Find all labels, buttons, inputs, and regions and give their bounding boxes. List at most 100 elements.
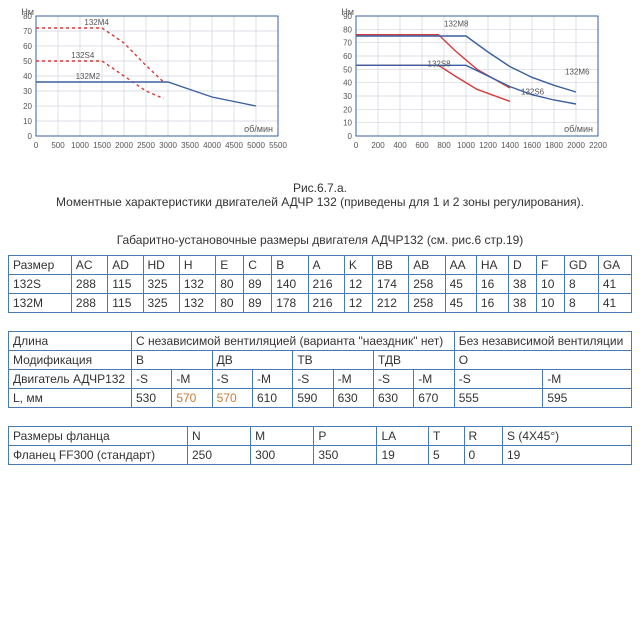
- cell: -M: [543, 370, 632, 389]
- svg-text:10: 10: [343, 119, 352, 128]
- col-header: N: [188, 427, 251, 446]
- torque-chart-right: 0102030405060708090020040060080010001200…: [328, 8, 608, 161]
- cell: О: [454, 351, 631, 370]
- svg-text:3000: 3000: [159, 141, 177, 150]
- cell: 140: [272, 275, 308, 294]
- svg-text:0: 0: [354, 141, 359, 150]
- svg-text:132S6: 132S6: [521, 87, 545, 96]
- cell: Двигатель АДЧР132: [9, 370, 132, 389]
- col-header: B: [272, 256, 308, 275]
- svg-text:40: 40: [343, 79, 352, 88]
- cell: 16: [476, 275, 508, 294]
- svg-text:30: 30: [23, 87, 32, 96]
- svg-text:80: 80: [343, 25, 352, 34]
- svg-text:70: 70: [343, 39, 352, 48]
- col-header: E: [216, 256, 244, 275]
- cell: 590: [293, 389, 333, 408]
- col-header: R: [464, 427, 502, 446]
- svg-text:1500: 1500: [93, 141, 111, 150]
- cell: 45: [445, 294, 476, 313]
- cell: Фланец FF300 (стандарт): [9, 446, 188, 465]
- cell: 41: [598, 294, 631, 313]
- cell: 132: [179, 294, 215, 313]
- cell: Длина: [9, 332, 132, 351]
- col-header: HA: [476, 256, 508, 275]
- cell: 12: [344, 275, 372, 294]
- svg-text:2000: 2000: [115, 141, 133, 150]
- svg-text:1400: 1400: [501, 141, 519, 150]
- svg-text:0: 0: [34, 141, 39, 150]
- cell: 325: [143, 294, 179, 313]
- col-header: AC: [71, 256, 107, 275]
- col-header: F: [537, 256, 565, 275]
- cell: -S: [293, 370, 333, 389]
- col-header: HD: [143, 256, 179, 275]
- svg-text:500: 500: [51, 141, 65, 150]
- cell: 5: [428, 446, 464, 465]
- svg-text:50: 50: [343, 65, 352, 74]
- cell: 174: [372, 275, 408, 294]
- svg-text:132М8: 132М8: [444, 19, 469, 28]
- col-header: AA: [445, 256, 476, 275]
- svg-text:1200: 1200: [479, 141, 497, 150]
- col-header: Размер: [9, 256, 72, 275]
- col-header: C: [244, 256, 272, 275]
- svg-text:70: 70: [23, 27, 32, 36]
- cell: 132S: [9, 275, 72, 294]
- cell: 216: [308, 275, 344, 294]
- cell: 38: [509, 275, 537, 294]
- cell: 530: [132, 389, 172, 408]
- cell: 300: [251, 446, 314, 465]
- svg-text:132М2: 132М2: [76, 72, 101, 81]
- cell: 570: [212, 389, 252, 408]
- cell: L, мм: [9, 389, 132, 408]
- cell: 132M: [9, 294, 72, 313]
- svg-text:132S4: 132S4: [71, 51, 95, 60]
- col-header: S (4X45°): [503, 427, 632, 446]
- flange-table: Размеры фланцаNMPLATRS (4X45°)Фланец FF3…: [8, 426, 632, 465]
- cell: Без независимой вентиляции: [454, 332, 631, 351]
- cell: ТДВ: [373, 351, 454, 370]
- cell: С независимой вентиляцией (варианта "нае…: [132, 332, 455, 351]
- col-header: H: [179, 256, 215, 275]
- cell: -S: [132, 370, 172, 389]
- cell: 630: [333, 389, 373, 408]
- svg-text:4500: 4500: [225, 141, 243, 150]
- svg-text:Нм: Нм: [341, 8, 354, 17]
- cell: -S: [454, 370, 543, 389]
- cell: -M: [172, 370, 212, 389]
- cell: ТВ: [293, 351, 374, 370]
- svg-text:об/мин: об/мин: [564, 124, 593, 134]
- cell: 10: [537, 275, 565, 294]
- svg-text:60: 60: [23, 42, 32, 51]
- col-header: M: [251, 427, 314, 446]
- cell: 80: [216, 275, 244, 294]
- svg-text:132М6: 132М6: [565, 67, 590, 76]
- svg-text:4000: 4000: [203, 141, 221, 150]
- cell: 10: [537, 294, 565, 313]
- dimensions-table: РазмерACADHDHECBAKBBABAAHADFGDGA132S2881…: [8, 255, 632, 313]
- charts-row: 0102030405060708005001000150020002500300…: [8, 8, 632, 161]
- svg-text:132М4: 132М4: [84, 18, 109, 27]
- cell: 38: [509, 294, 537, 313]
- col-header: Размеры фланца: [9, 427, 188, 446]
- cell: -M: [414, 370, 454, 389]
- col-header: P: [314, 427, 377, 446]
- svg-text:0: 0: [348, 132, 353, 141]
- cell: 45: [445, 275, 476, 294]
- cell: 80: [216, 294, 244, 313]
- cell: 19: [377, 446, 429, 465]
- cell: 19: [503, 446, 632, 465]
- col-header: BB: [372, 256, 408, 275]
- cell: 115: [108, 275, 143, 294]
- cell: 670: [414, 389, 454, 408]
- cell: 250: [188, 446, 251, 465]
- svg-text:1000: 1000: [71, 141, 89, 150]
- col-header: D: [509, 256, 537, 275]
- cell: 178: [272, 294, 308, 313]
- col-header: GD: [565, 256, 599, 275]
- torque-chart-left: 0102030405060708005001000150020002500300…: [8, 8, 288, 161]
- cell: 8: [565, 294, 599, 313]
- caption-line2: Моментные характеристики двигателей АДЧР…: [56, 195, 584, 209]
- cell: 325: [143, 275, 179, 294]
